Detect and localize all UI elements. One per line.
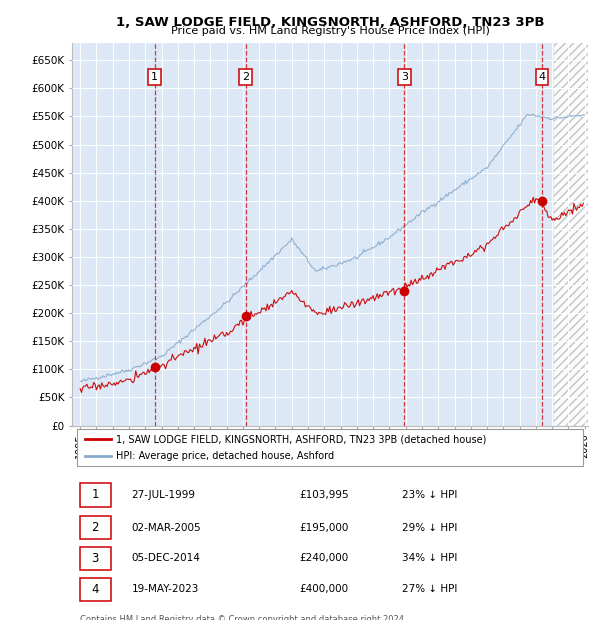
FancyBboxPatch shape: [80, 483, 110, 507]
Bar: [554, 43, 588, 425]
Text: £103,995: £103,995: [299, 490, 349, 500]
FancyBboxPatch shape: [80, 578, 110, 601]
Text: 23% ↓ HPI: 23% ↓ HPI: [402, 490, 458, 500]
Text: 05-DEC-2014: 05-DEC-2014: [131, 554, 200, 564]
Text: 27% ↓ HPI: 27% ↓ HPI: [402, 585, 458, 595]
Text: Price paid vs. HM Land Registry's House Price Index (HPI): Price paid vs. HM Land Registry's House …: [170, 26, 490, 36]
Text: 1: 1: [151, 72, 158, 82]
Text: 1, SAW LODGE FIELD, KINGSNORTH, ASHFORD, TN23 3PB: 1, SAW LODGE FIELD, KINGSNORTH, ASHFORD,…: [116, 16, 544, 29]
Text: 29% ↓ HPI: 29% ↓ HPI: [402, 523, 458, 533]
Text: £195,000: £195,000: [299, 523, 349, 533]
Text: Contains HM Land Registry data © Crown copyright and database right 2024.: Contains HM Land Registry data © Crown c…: [80, 615, 406, 620]
Text: 1: 1: [91, 489, 99, 501]
Text: 2: 2: [91, 521, 99, 534]
FancyBboxPatch shape: [77, 429, 583, 466]
FancyBboxPatch shape: [80, 547, 110, 570]
Text: HPI: Average price, detached house, Ashford: HPI: Average price, detached house, Ashf…: [116, 451, 334, 461]
Text: 34% ↓ HPI: 34% ↓ HPI: [402, 554, 458, 564]
Text: 4: 4: [91, 583, 99, 596]
Text: £400,000: £400,000: [299, 585, 348, 595]
Text: 27-JUL-1999: 27-JUL-1999: [131, 490, 196, 500]
Text: 02-MAR-2005: 02-MAR-2005: [131, 523, 201, 533]
Text: 3: 3: [92, 552, 99, 565]
Text: £240,000: £240,000: [299, 554, 348, 564]
Text: 19-MAY-2023: 19-MAY-2023: [131, 585, 199, 595]
Text: 4: 4: [539, 72, 545, 82]
Text: 3: 3: [401, 72, 408, 82]
Bar: [554, 43, 588, 425]
Text: 1, SAW LODGE FIELD, KINGSNORTH, ASHFORD, TN23 3PB (detached house): 1, SAW LODGE FIELD, KINGSNORTH, ASHFORD,…: [116, 434, 486, 445]
FancyBboxPatch shape: [80, 516, 110, 539]
Text: 2: 2: [242, 72, 249, 82]
